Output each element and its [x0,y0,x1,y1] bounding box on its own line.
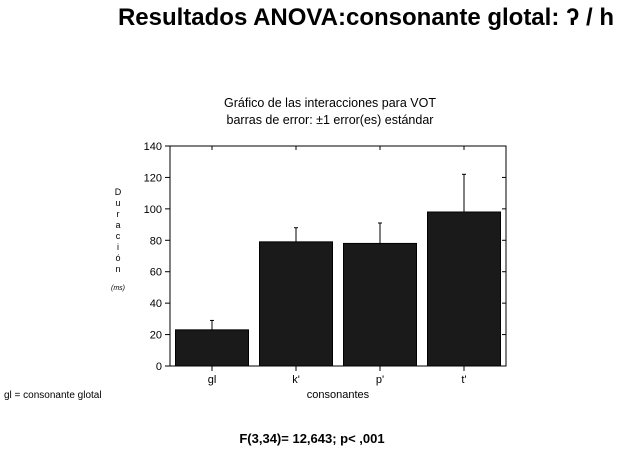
y-tick-label: 60 [150,267,162,279]
y-axis-label-letter: a [115,220,121,230]
x-tick-label: gl [208,374,217,386]
slide-title: Resultados ANOVA:consonante glotal: ʔ / … [117,4,614,31]
x-tick-label: t' [461,374,466,386]
y-axis-label-letter: u [115,198,121,208]
x-tick-label: k' [292,374,300,386]
bar [343,242,417,367]
y-axis-unit: (ms) [111,285,125,292]
y-tick-label: 20 [150,330,162,342]
y-tick-label: 40 [150,298,162,310]
chart-subtitle: barras de error: ±1 error(es) estándar [226,113,434,127]
y-axis-label-letter: c [115,231,121,241]
bar [175,329,249,367]
y-axis-label-letter: i [117,242,119,252]
plot-frame [169,145,507,367]
x-tick-label: p' [376,374,384,386]
footnote: gl = consonante glotal [4,390,102,401]
x-axis-label: consonantes [306,389,370,401]
y-tick-label: 80 [150,235,162,247]
y-tick-label: 140 [144,141,162,153]
y-axis-label-letter: ó [115,253,121,263]
y-axis-label-letter: r [116,209,120,219]
y-tick-label: 100 [144,204,162,216]
anova-result: F(3,34)= 12,643; p< ,001 [239,431,385,446]
bar [427,211,501,367]
y-tick-label: 120 [144,172,162,184]
y-axis-label-letter: n [115,264,121,274]
bar [259,241,333,367]
y-tick-label: 0 [156,361,162,373]
chart-title: Gráfico de las interacciones para VOT [224,96,436,110]
y-axis-label-letter: D [114,187,122,197]
